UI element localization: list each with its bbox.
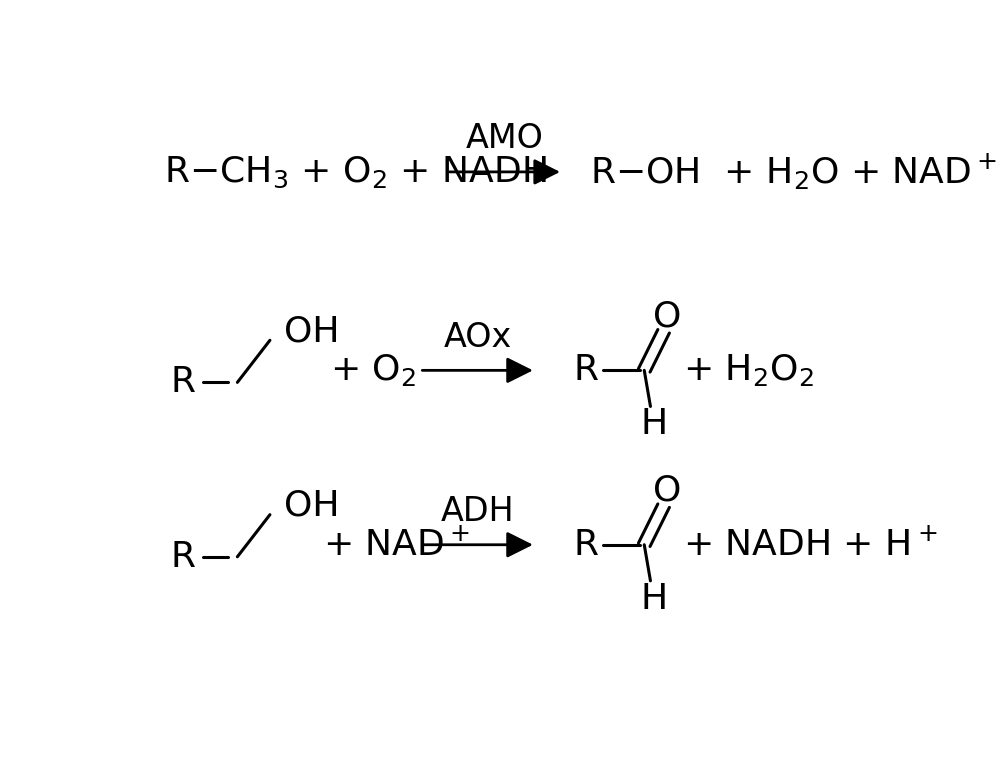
Text: OH: OH [284,314,339,348]
Text: AMO: AMO [466,123,544,155]
Text: R: R [574,528,599,562]
Text: + O$_2$: + O$_2$ [330,352,417,388]
Text: R: R [574,353,599,387]
Text: H: H [641,408,668,441]
Text: O: O [653,299,682,333]
Text: O: O [653,473,682,508]
Text: + NADH + H$^+$: + NADH + H$^+$ [683,527,938,562]
Text: OH: OH [284,489,339,522]
Text: + NAD$^+$: + NAD$^+$ [323,527,470,562]
Text: R$-$OH  + H$_2$O + NAD$^+$: R$-$OH + H$_2$O + NAD$^+$ [590,152,997,192]
Text: R: R [171,366,196,399]
Text: R$-$CH$_3$ + O$_2$ + NADH: R$-$CH$_3$ + O$_2$ + NADH [164,155,546,190]
Text: AOx: AOx [444,321,512,354]
Text: ADH: ADH [441,495,514,528]
Text: H: H [641,582,668,616]
Text: + H$_2$O$_2$: + H$_2$O$_2$ [683,352,814,388]
Text: R: R [171,540,196,574]
